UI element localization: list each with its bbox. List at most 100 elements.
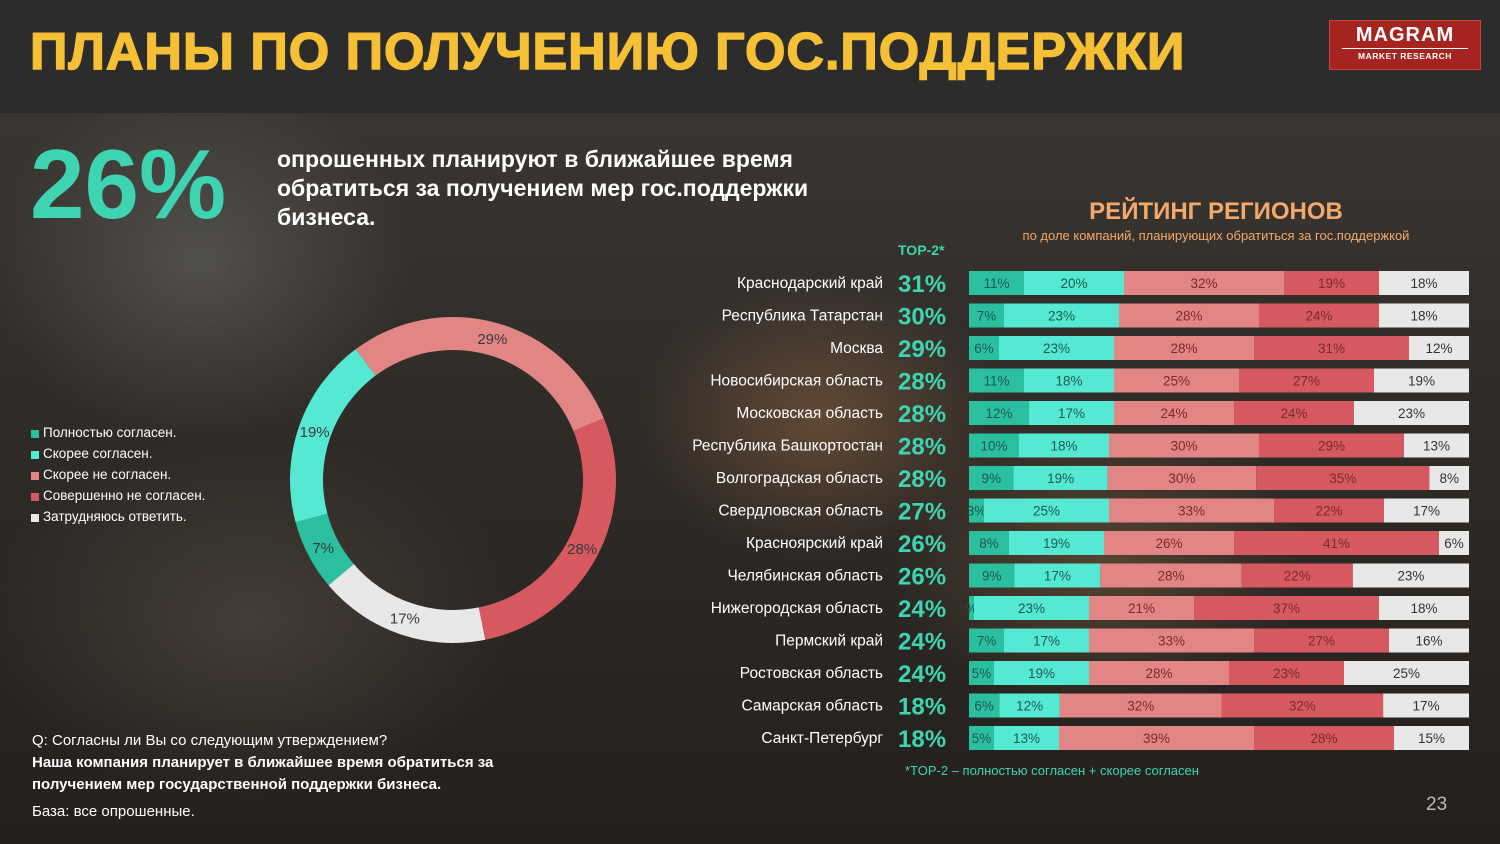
bar-segment-label: 28% (1175, 309, 1202, 324)
bar-segment (1239, 368, 1374, 393)
donut-slice (478, 418, 616, 640)
bar-segment-label: 28% (1145, 666, 1172, 681)
bar-segment (1383, 693, 1469, 718)
top2-header: TOP-2* (898, 242, 945, 258)
bar-row: Самарская область 18% 6% 12% 32% 32% 17% (742, 693, 1469, 721)
bar-segment-label: 11% (983, 374, 1009, 389)
bar-row: Москва 29% 6% 23% 28% 31% 12% (830, 336, 1469, 363)
bar-segment (969, 726, 994, 750)
bar-segment (969, 466, 1014, 490)
bar-segment-label: 41% (1323, 536, 1350, 551)
region-label: Ростовская область (740, 665, 883, 682)
legend-swatch (31, 430, 39, 438)
bar-segment (1374, 368, 1469, 393)
bar-segment (1234, 401, 1354, 425)
donut-slice (328, 563, 486, 643)
bar-segment-label: 13% (1013, 731, 1040, 746)
bar-row: Краснодарский край 31% 11% 20% 32% 19% 18% (737, 271, 1469, 298)
bar-segment (1256, 466, 1430, 490)
region-label: Свердловская область (718, 503, 883, 520)
legend-label: Полностью согласен. (43, 425, 177, 440)
bar-segment (1379, 271, 1469, 295)
bar-row: Республика Татарстан 30% 7% 23% 28% 24% 18% (722, 303, 1469, 331)
legend-label: Совершенно не согласен. (43, 488, 206, 503)
bar-segment-label: 20% (1060, 276, 1087, 291)
bar-segment-label: 7% (977, 634, 997, 649)
bar-segment-label: 24% (1305, 309, 1332, 324)
bar-segment-label: 8% (1439, 471, 1459, 486)
bar-segment-label: 19% (1028, 666, 1055, 681)
bar-segment (1124, 271, 1284, 295)
bar-segment-label: 25% (1393, 666, 1420, 681)
bar-segment-label: 17% (1058, 406, 1085, 421)
bar-segment-label: 29% (1318, 439, 1345, 454)
bar-segment-label: 18% (1410, 276, 1437, 291)
bar-segment-label: 17% (1033, 634, 1060, 649)
bar-segment-label: 19% (1408, 374, 1435, 389)
bar-row: Свердловская область 27% 3% 25% 33% 22% 17% (718, 498, 1469, 526)
bar-segment (1229, 661, 1344, 685)
bar-segment-label: 27% (1293, 374, 1320, 389)
region-label: Московская область (736, 405, 883, 422)
top2-value: 24% (898, 629, 946, 656)
bar-segment-label: 3% (967, 504, 987, 519)
headline-text: опрошенных планируют в ближайшее время о… (277, 146, 809, 230)
bar-segment-label: 5% (972, 666, 992, 681)
bar-segment-label: 18% (1055, 374, 1082, 389)
bar-segment-label: 32% (1127, 699, 1154, 714)
bar-segment (969, 271, 1024, 295)
bar-segment-label: 12% (1425, 341, 1452, 356)
bar-segment-label: 32% (1190, 276, 1217, 291)
page-title: ПЛАНЫ ПО ПОЛУЧЕНИЮ ГОС.ПОДДЕРЖКИ (29, 22, 1186, 82)
donut-slice-label: 28% (567, 541, 597, 558)
bar-segment (1109, 433, 1259, 458)
top2-value: 28% (898, 401, 946, 428)
bar-segment (1114, 401, 1234, 425)
bar-row: Пермский край 24% 7% 17% 33% 27% 16% (775, 628, 1469, 656)
bar-segment (974, 596, 1089, 620)
bar-segment-label: 23% (1397, 569, 1424, 584)
bar-row: Ростовская область 24% 5% 19% 28% 23% 25% (740, 661, 1469, 688)
rating-subtitle: по доле компаний, планирующих обратиться… (1022, 228, 1410, 243)
bar-segment (999, 336, 1114, 360)
region-label: Челябинская область (727, 568, 883, 585)
bar-segment-label: 9% (982, 471, 1002, 486)
bar-segment (969, 368, 1024, 393)
bar-segment (1194, 596, 1379, 620)
bar-segment (1274, 498, 1384, 523)
bar-segment (1114, 368, 1239, 393)
legend-swatch (31, 472, 39, 480)
survey-question: Q: Согласны ли Вы со следующим утвержден… (32, 730, 552, 796)
bar-segment-label: 8% (979, 536, 999, 551)
top2-value: 18% (898, 726, 946, 753)
legend-swatch (31, 514, 39, 522)
bar-segment (1379, 303, 1469, 328)
bar-segment-label: 13% (1423, 439, 1450, 454)
bar-segment (1089, 661, 1229, 685)
bar-row: Новосибирская область 28% 11% 18% 25% 27% 19% (710, 368, 1469, 396)
bar-segment-label: 33% (1178, 504, 1205, 519)
donut-slice (295, 513, 354, 586)
bar-segment (1254, 726, 1394, 750)
bar-segment-label: 28% (1158, 569, 1185, 584)
bar-segment (1389, 628, 1469, 653)
bar-segment-label: 26% (1155, 536, 1182, 551)
bar-row: Нижегородская область 24%% 23% 21% 37% 18% (711, 596, 1469, 623)
bar-segment (1254, 628, 1389, 653)
donut-slice-label: 19% (300, 424, 330, 441)
top2-value: 27% (898, 499, 946, 526)
bar-segment (1221, 693, 1384, 718)
bar-segment-label: 25% (1163, 374, 1190, 389)
bar-segment-label: 5% (972, 731, 992, 746)
region-label: Москва (830, 340, 883, 357)
region-label: Краснодарский край (737, 275, 883, 292)
bar-segment (1429, 466, 1469, 490)
bar-segment-label: 19% (1318, 276, 1345, 291)
top2-footnote: *TOP-2 – полностью согласен + скорее сог… (905, 763, 1199, 778)
bar-segment (1394, 726, 1469, 750)
bar-segment-label: 25% (1033, 504, 1060, 519)
bar-segment-label: 19% (1043, 536, 1070, 551)
bar-segment (1109, 498, 1274, 523)
